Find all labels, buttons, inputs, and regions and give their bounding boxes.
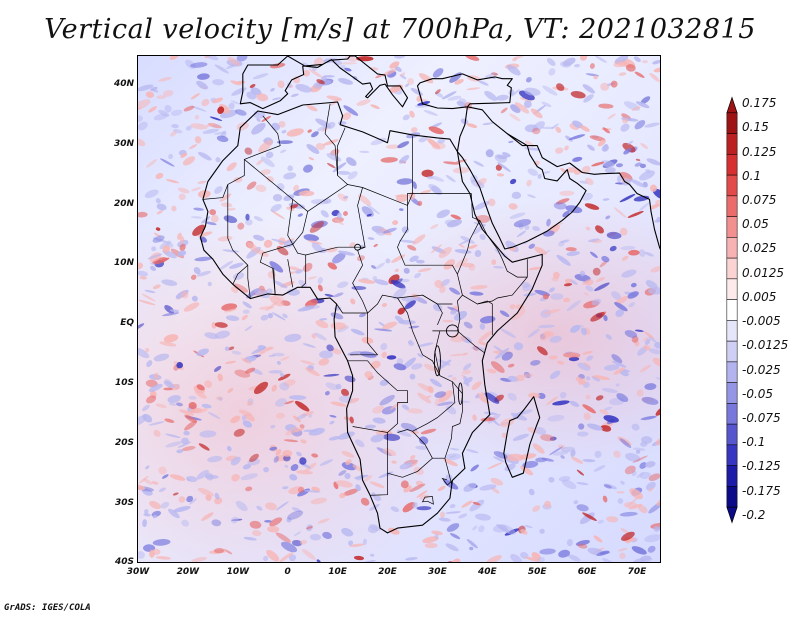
lake-outline [457,382,463,405]
colorbar-label: 0.025 [742,241,777,256]
colorbar-swatch [726,403,738,425]
country-border [457,294,463,331]
colorbar-swatch [726,112,738,134]
lon-label: 20E [378,567,397,577]
lon-label: 70E [627,567,647,577]
country-border [259,211,309,296]
lon-label: 60E [577,567,597,577]
lat-label: EQ [120,318,134,329]
colorbar-label: -0.175 [742,483,781,498]
colorbar-label: 0.125 [742,144,777,159]
lon-label: 10E [328,567,347,577]
country-border [337,127,346,176]
colorbar-swatch [726,154,738,176]
colorbar-label: -0.075 [742,410,781,425]
country-border [441,477,453,486]
lon-label: 0 [284,567,291,577]
madagascar-coastline [503,396,541,478]
colorbar-swatch [726,486,738,508]
country-border [457,220,481,275]
country-border [496,248,528,278]
colorbar-swatch [726,174,738,197]
country-border [244,159,472,212]
lake-outline [354,243,362,251]
arabia-coastline [456,106,587,250]
country-border [273,268,276,296]
colorbar-label: -0.1 [742,435,766,450]
lat-label: 30N [113,138,134,149]
colorbar-swatch [726,278,738,300]
colorbar-swatch [726,444,738,466]
colorbar-label: 0.0125 [742,265,784,280]
colorbar-min-arrow [726,506,738,524]
velocity-field [138,56,660,562]
colorbar-label: 0.15 [742,120,769,135]
colorbar-swatch [726,257,738,280]
lon-label: 40E [477,567,497,577]
country-border [305,246,366,256]
colorbar-swatch [726,195,738,217]
colorbar-label: -0.005 [742,314,781,329]
country-border [336,303,379,356]
colorbar-label: -0.025 [742,362,781,377]
asia-coastline [507,133,660,250]
lon-label: 10W [226,567,250,577]
colorbar-swatch [726,237,738,259]
africa-coastline [199,101,543,534]
colorbar-swatch [726,133,738,155]
grads-credit: GrADS: IGES/COLA [4,603,91,613]
country-border [387,457,453,486]
lat-label: 40S [114,557,134,568]
turkey-coastline [416,73,513,110]
colorbar-label: -0.0125 [742,338,789,353]
lon-label: 30E [428,567,447,577]
country-border [287,259,294,288]
country-border [244,115,281,160]
colorbar-swatch [726,423,738,446]
country-border [287,199,307,288]
colorbar-swatch [726,320,738,342]
colorbar-label: 0.1 [742,168,762,183]
colorbar-swatch [726,299,738,321]
lat-label: 10N [113,258,134,269]
colorbar-label: 0.175 [742,96,777,111]
lake-outline [445,324,459,338]
country-border [397,136,528,305]
country-border [232,264,249,285]
colorbar-swatch [726,340,738,363]
lat-label: 20S [114,437,134,448]
colorbar-swatch [726,465,738,487]
map-title: Vertical velocity [m/s] at 700hPa, VT: 2… [44,14,756,45]
lat-label: 20N [113,198,134,209]
colorbar-label: -0.05 [742,386,774,401]
lat-label: 10S [114,378,134,388]
lon-label: 50E [527,567,547,577]
country-border [412,431,433,459]
lon-label: 20W [176,567,200,577]
country-border [477,300,493,336]
lake-outline [433,345,441,377]
lat-label: 40N [113,79,134,89]
country-border [227,184,251,299]
country-border [421,496,434,505]
colorbar-label: 0.05 [742,217,769,232]
africa-map [138,56,660,562]
lat-label: 30S [114,497,134,508]
colorbar-label: -0.2 [742,507,766,522]
southern-europe-coastline [239,56,409,110]
colorbar-label: 0.005 [742,289,777,304]
colorbar-label: 0.075 [742,193,777,208]
colorbar [726,96,738,524]
country-border [422,294,453,305]
country-border [347,360,408,433]
colorbar-swatch [726,382,738,404]
colorbar-max-arrow [726,96,738,114]
map-plot-area[interactable] [137,55,661,563]
colorbar-swatch [726,216,738,238]
colorbar-label: -0.125 [742,459,781,474]
colorbar-swatch [726,361,738,383]
lon-label: 30W [126,567,150,577]
country-border [324,103,348,185]
